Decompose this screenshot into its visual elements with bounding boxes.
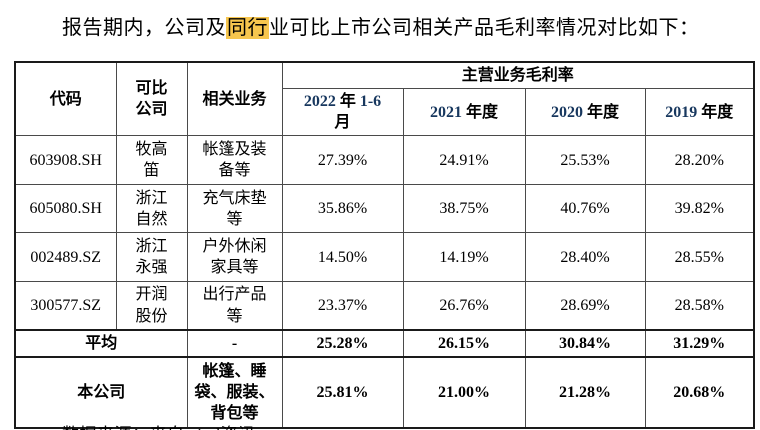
title-highlight-mark: 同行 [226,17,269,39]
margin-cell: 23.37% [281,281,404,331]
header-cell-period-2020: 2020 年度 [524,88,646,137]
header-cell-period-2022: 2022 年 1-6 月 [281,88,404,137]
our-company-row: 本公司 帐篷、睡 袋、服装、 背包等 25.81% 21.00% 21.28% … [14,355,755,429]
margin-cell: 28.55% [644,232,755,283]
period-range: 1-6 [359,93,382,111]
period-unit: 年度 [697,103,734,121]
period-month: 月 [334,114,351,132]
business-cell: 充气床垫 等 [186,184,283,234]
margin-cell: 38.75% [402,184,526,234]
margin-cell: 26.76% [402,281,526,331]
header-cell-period-2021: 2021 年度 [402,88,526,137]
margin-cell: 14.50% [281,232,404,283]
code-cell: 605080.SH [14,184,117,234]
header-cell-period-2019: 2019 年度 [644,88,755,137]
our-company-label-cell: 本公司 [14,355,188,429]
margin-cell: 28.20% [644,135,755,186]
company-cell: 开润 股份 [115,281,188,331]
margin-cell: 26.15% [402,328,526,358]
period-year: 2020 [550,103,583,121]
period-unit: 年度 [461,103,498,121]
margin-cell: 27.39% [281,135,404,186]
period-unit: 年 [335,93,360,111]
margin-cell: 40.76% [524,184,646,234]
margin-cell: 21.28% [524,355,646,429]
average-label-cell: 平均 [14,328,188,358]
header-row-group: 代码 可比 公司 相关业务 主营业务毛利率 [14,61,755,137]
header-cell-margin-group: 主营业务毛利率 [281,61,755,90]
margin-cell: 21.00% [402,355,526,429]
margin-cell: 39.82% [644,184,755,234]
table-row: 300577.SZ 开润 股份 出行产品 等 23.37% 26.76% 28.… [14,281,755,331]
period-year: 2019 [665,103,698,121]
code-cell: 002489.SZ [14,232,117,283]
margin-cell: 20.68% [644,355,755,429]
gross-margin-comparison-table: 代码 可比 公司 相关业务 主营业务毛利率 2022 年 1-6 月 2021 … [14,61,756,429]
margin-cell: 28.40% [524,232,646,283]
business-cell: 户外休闲 家具等 [186,232,283,283]
margin-cell: 14.19% [402,232,526,283]
table-row: 603908.SH 牧高 笛 帐篷及装 备等 27.39% 24.91% 25.… [14,135,755,186]
average-business-cell: - [186,328,283,358]
header-cell-business: 相关业务 [186,61,283,137]
period-year: 2022 [303,93,336,111]
paragraph-title: 报告期内，公司及同行业可比上市公司相关产品毛利率情况对比如下： [62,14,700,42]
margin-cell: 25.81% [281,355,404,429]
our-company-business-cell: 帐篷、睡 袋、服装、 背包等 [186,355,283,429]
title-text-before: 报告期内，公司及 [62,17,226,39]
business-cell: 帐篷及装 备等 [186,135,283,186]
business-cell: 出行产品 等 [186,281,283,331]
margin-cell: 28.58% [644,281,755,331]
margin-cell: 35.86% [281,184,404,234]
margin-cell: 25.53% [524,135,646,186]
margin-cell: 30.84% [524,328,646,358]
company-cell: 浙江 永强 [115,232,188,283]
title-text-after: 业可比上市公司相关产品毛利率情况对比如下： [269,17,700,39]
header-cell-code: 代码 [14,61,117,137]
average-row: 平均 - 25.28% 26.15% 30.84% 31.29% [14,328,755,358]
period-unit: 年度 [582,103,619,121]
table-row: 605080.SH 浙江 自然 充气床垫 等 35.86% 38.75% 40.… [14,184,755,234]
margin-cell: 24.91% [402,135,526,186]
company-cell: 牧高 笛 [115,135,188,186]
table-row: 002489.SZ 浙江 永强 户外休闲 家具等 14.50% 14.19% 2… [14,232,755,283]
source-note: 数据来源：来自wind资讯 [62,420,256,430]
margin-cell: 28.69% [524,281,646,331]
header-cell-company: 可比 公司 [115,61,188,137]
period-year: 2021 [429,103,462,121]
code-cell: 300577.SZ [14,281,117,331]
margin-cell: 25.28% [281,328,404,358]
company-cell: 浙江 自然 [115,184,188,234]
code-cell: 603908.SH [14,135,117,186]
margin-cell: 31.29% [644,328,755,358]
header-row-periods: 2022 年 1-6 月 2021 年度 2020 年度 2019 年度 [15,88,755,137]
